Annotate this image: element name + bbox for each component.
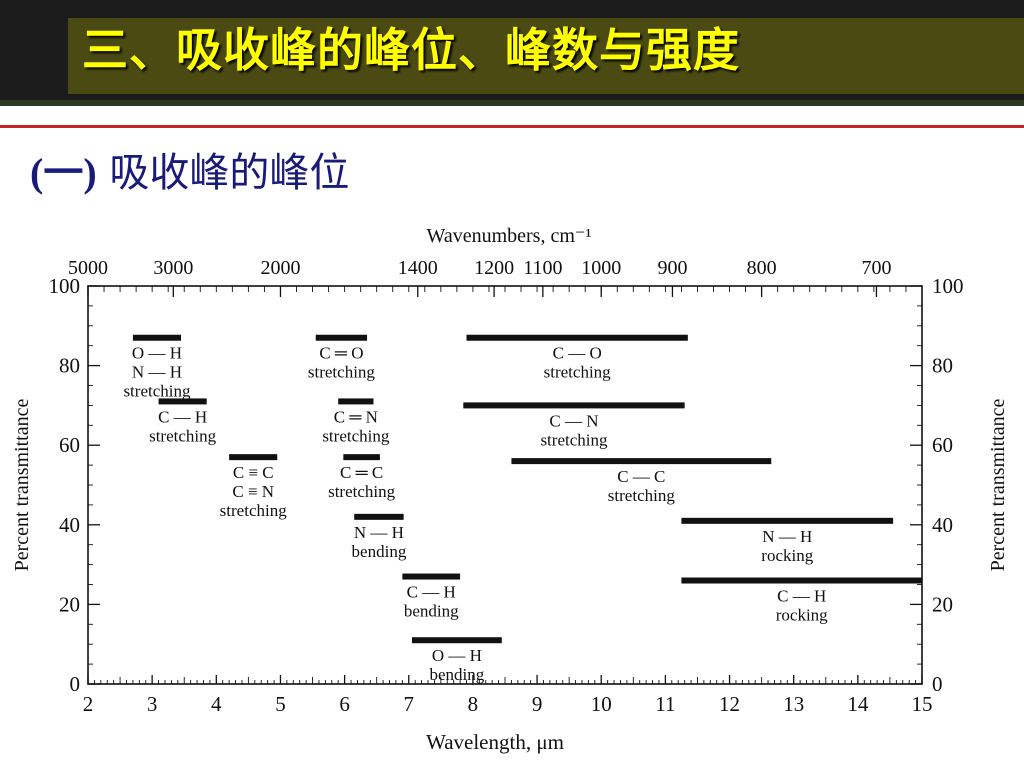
y-tick-label-left: 60 — [59, 433, 80, 457]
band-label-c-h-bending: C — H — [407, 583, 456, 602]
top-tick-label: 1000 — [581, 257, 621, 279]
top-tick-label: 3000 — [153, 257, 193, 279]
x-tick-label: 14 — [847, 692, 869, 716]
band-label-n-h-rocking: N — H — [762, 527, 812, 546]
x-tick-label: 11 — [655, 692, 675, 716]
title-panel — [68, 18, 1024, 94]
band-label-o-h-bending: bending — [429, 665, 484, 684]
band-bar-c-h-rocking — [681, 577, 922, 584]
section-heading: (一) 吸收峰的峰位 — [30, 140, 349, 198]
band-bar-c-double-o-stretching — [315, 334, 368, 341]
y-axis-title-left: Percent transmittance — [11, 399, 33, 572]
band-label-c-h-stretching: C — H — [158, 407, 207, 426]
top-tick-label: 900 — [657, 257, 687, 279]
band-label-c-h-stretching: stretching — [149, 426, 217, 445]
band-label-c-double-n-stretching: C ═ N — [334, 407, 378, 426]
x-tick-label: 3 — [147, 692, 158, 716]
y-tick-label-left: 100 — [49, 274, 81, 298]
band-label-n-h-bending: bending — [352, 542, 407, 561]
band-label-o-h-n-h-stretching: stretching — [123, 382, 191, 401]
band-bar-c-triple-c-n-stretching — [229, 454, 278, 461]
red-divider — [0, 125, 1024, 128]
band-label-c-h-rocking: C — H — [777, 587, 826, 606]
x-tick-label: 5 — [275, 692, 286, 716]
y-tick-label-left: 40 — [59, 513, 80, 537]
top-axis-title: Wavenumbers, cm⁻¹ — [427, 225, 592, 247]
band-label-c-double-c-stretching: C ═ C — [340, 463, 383, 482]
band-label-c-n-stretching: C — N — [549, 411, 598, 430]
x-tick-label: 15 — [912, 692, 933, 716]
y-tick-label-left: 20 — [59, 592, 80, 616]
x-tick-label: 8 — [468, 692, 479, 716]
band-label-c-double-o-stretching: stretching — [308, 363, 376, 382]
band-label-c-triple-c-n-stretching: C ≡ C — [233, 463, 274, 482]
y-tick-label-left: 80 — [59, 354, 80, 378]
band-label-o-h-bending: O — H — [432, 646, 482, 665]
header-divider — [0, 100, 1024, 106]
y-tick-label-right: 20 — [932, 592, 953, 616]
band-label-c-double-o-stretching: C ═ O — [319, 344, 363, 363]
band-label-c-triple-c-n-stretching: C ≡ N — [232, 482, 274, 501]
band-label-n-h-rocking: rocking — [761, 546, 813, 565]
band-label-c-h-rocking: rocking — [776, 606, 828, 625]
x-tick-label: 10 — [591, 692, 612, 716]
band-bar-c-double-n-stretching — [338, 398, 374, 405]
band-label-c-o-stretching: C — O — [553, 344, 602, 363]
x-tick-label: 12 — [719, 692, 740, 716]
top-tick-label: 700 — [861, 257, 891, 279]
x-tick-label: 9 — [532, 692, 543, 716]
y-tick-label-right: 60 — [932, 433, 953, 457]
band-bar-n-h-rocking — [681, 517, 894, 524]
section-title: 吸收峰的峰位 — [109, 150, 350, 196]
y-tick-label-right: 80 — [932, 354, 953, 378]
y-tick-label-left: 0 — [70, 672, 81, 696]
band-label-c-double-n-stretching: stretching — [322, 426, 390, 445]
top-tick-label: 800 — [747, 257, 777, 279]
band-label-o-h-n-h-stretching: N — H — [132, 363, 182, 382]
band-bar-c-h-stretching — [158, 398, 207, 405]
top-tick-label: 1100 — [523, 257, 562, 279]
top-tick-label: 1400 — [398, 257, 438, 279]
y-tick-label-right: 100 — [932, 274, 964, 298]
band-label-c-n-stretching: stretching — [540, 430, 608, 449]
band-label-c-triple-c-n-stretching: stretching — [220, 501, 288, 520]
top-tick-label: 1200 — [474, 257, 514, 279]
band-bar-c-h-bending — [402, 573, 461, 580]
band-bar-c-o-stretching — [466, 334, 688, 341]
band-bar-o-h-n-h-stretching — [132, 334, 182, 341]
top-tick-label: 5000 — [68, 257, 108, 279]
x-tick-label: 4 — [211, 692, 222, 716]
band-bar-c-n-stretching — [463, 402, 685, 409]
band-label-c-double-c-stretching: stretching — [328, 482, 396, 501]
y-axis-title-right: Percent transmittance — [987, 399, 1009, 572]
x-tick-label: 7 — [404, 692, 415, 716]
band-label-c-o-stretching: stretching — [544, 363, 612, 382]
top-tick-label: 2000 — [260, 257, 300, 279]
x-tick-label: 13 — [783, 692, 804, 716]
band-label-c-h-bending: bending — [404, 602, 459, 621]
band-label-c-c-stretching: C — C — [617, 467, 665, 486]
band-label-c-c-stretching: stretching — [608, 486, 676, 505]
x-tick-label: 6 — [339, 692, 350, 716]
band-bar-c-double-c-stretching — [343, 454, 380, 461]
band-bar-c-c-stretching — [511, 458, 772, 465]
x-axis-title: Wavelength, μm — [426, 730, 564, 754]
ir-correlation-chart: 2 3 4 5 6 7 8 9 10 11 12 13 14 15 Wavelength, μm 5000 30… — [11, 225, 1009, 754]
section-number: (一) — [30, 150, 97, 195]
x-tick-label: 2 — [83, 692, 94, 716]
slide-title: 三、吸收峰的峰位、峰数与强度 — [82, 23, 740, 77]
band-label-n-h-bending: N — H — [354, 523, 404, 542]
band-bar-o-h-bending — [411, 637, 502, 644]
y-tick-label-right: 0 — [932, 672, 943, 696]
band-bar-n-h-bending — [354, 513, 404, 520]
band-label-o-h-n-h-stretching: O — H — [132, 344, 182, 363]
y-tick-label-right: 40 — [932, 513, 953, 537]
